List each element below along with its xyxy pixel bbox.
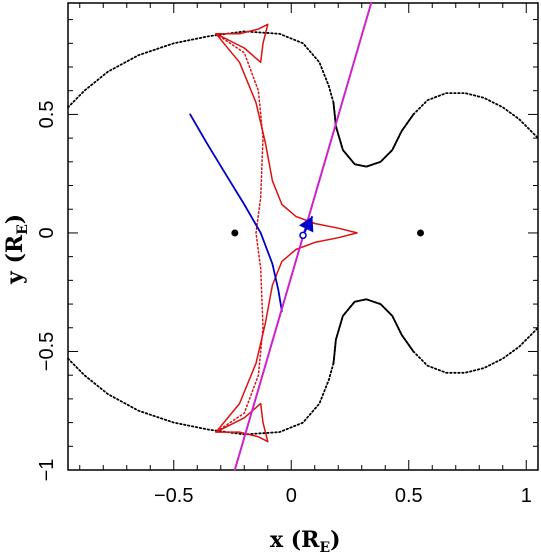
x-tick-label: −0.5 [154, 485, 193, 507]
critical-curve-lower [67, 357, 335, 436]
source-arrow-head [299, 216, 314, 233]
x-tick-label: 0.5 [395, 485, 423, 507]
caustic-lower-tip [215, 402, 269, 443]
source-point [299, 231, 307, 240]
y-axis-title: y (RE) [2, 214, 31, 285]
critical-curve-upper-solid [332, 101, 415, 168]
x-tick-label: 1 [521, 485, 532, 507]
plot-frame [67, 2, 539, 471]
caustic-central-inner [215, 33, 264, 433]
critical-curve-upper-right [332, 92, 539, 168]
source-track [189, 113, 283, 313]
y-tick-label: −0.5 [36, 332, 58, 371]
lens-point [231, 229, 239, 237]
critical-curve-lower-right [332, 298, 539, 374]
caustic-upper-tip [215, 23, 269, 64]
caustic-central [215, 33, 358, 433]
critical-curve-upper [67, 30, 335, 109]
axis-tick-labels: −0.5 0 0.5 1 −1 −0.5 0 0.5 [36, 101, 532, 507]
lens-point [417, 229, 424, 237]
y-tick-label: 0.5 [36, 101, 58, 129]
plot-curves [67, 2, 539, 471]
y-tick-label: 0 [36, 227, 58, 238]
critical-curve-lower-solid [332, 298, 415, 365]
x-axis-title: x (RE) [270, 527, 341, 555]
x-tick-label: 0 [286, 485, 297, 507]
y-tick-label: −1 [36, 459, 58, 482]
axis-ticks [68, 3, 538, 471]
